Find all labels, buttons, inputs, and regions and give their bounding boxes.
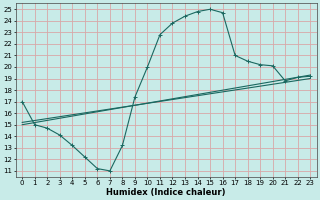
X-axis label: Humidex (Indice chaleur): Humidex (Indice chaleur): [107, 188, 226, 197]
